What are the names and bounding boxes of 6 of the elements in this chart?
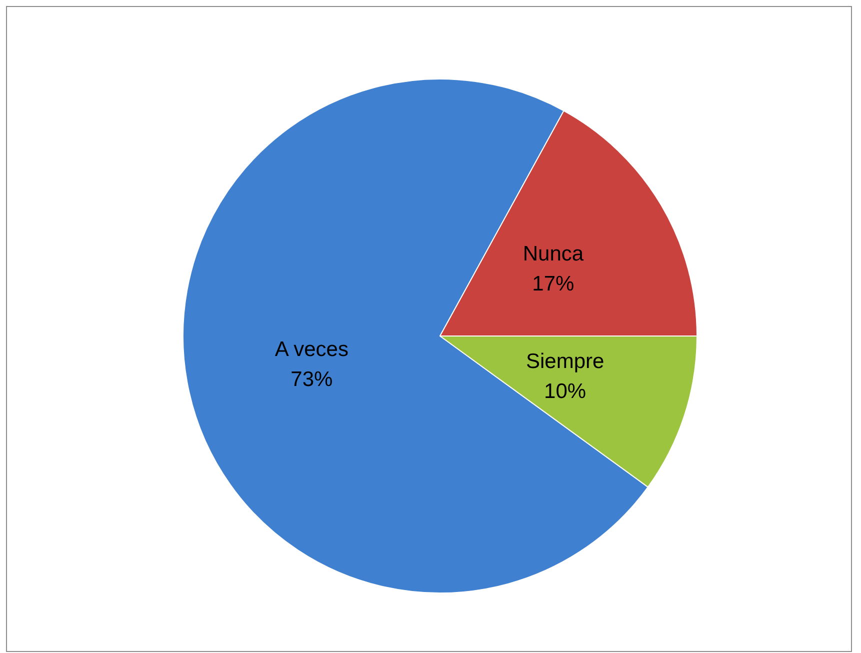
slice-label: Nunca bbox=[522, 242, 584, 266]
data-label: 10% bbox=[544, 380, 586, 404]
slice-label: Siempre bbox=[526, 350, 604, 374]
data-label: 73% bbox=[290, 368, 333, 392]
slice-label: A veces bbox=[274, 338, 348, 362]
data-label: 17% bbox=[532, 272, 574, 296]
